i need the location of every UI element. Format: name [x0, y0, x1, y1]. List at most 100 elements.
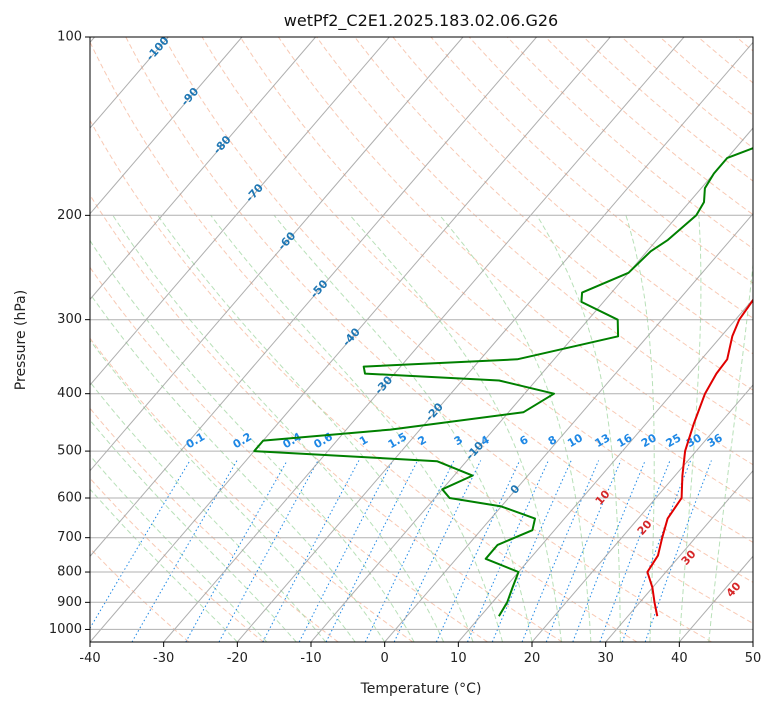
y-tick-label: 100 — [57, 30, 82, 45]
isotherm-line — [90, 37, 611, 642]
chart-title: wetPf2_C2E1.2025.183.02.06.G26 — [284, 11, 558, 31]
y-tick-label: 300 — [57, 312, 82, 327]
isotherm-line — [90, 37, 390, 386]
moist-adiabat-line — [678, 215, 702, 642]
dry-adiabat-line — [735, 37, 753, 52]
moist-adiabat-line — [90, 292, 386, 642]
x-axis-label: Temperature (°C) — [360, 681, 482, 697]
x-tick-label: 50 — [745, 651, 762, 666]
mixing-ratio-label: 3 — [452, 433, 465, 448]
x-tick-label: -30 — [153, 651, 174, 666]
y-tick-label: 500 — [57, 444, 82, 459]
moist-adiabat-line — [90, 488, 238, 642]
dry-adiabat-line — [239, 37, 753, 504]
dry-adiabat-line — [201, 37, 753, 543]
isotherm-line — [236, 41, 753, 642]
isotherm-line — [90, 37, 316, 301]
dry-adiabat-line — [90, 119, 638, 642]
isotherm-line — [384, 212, 753, 642]
isotherm-line — [90, 37, 537, 558]
isotherm-line — [90, 37, 464, 472]
dry-adiabat-line — [621, 37, 753, 149]
moist-adiabat-line — [439, 214, 592, 642]
moist-adiabat-line — [536, 215, 621, 642]
moist-adiabat-line — [157, 215, 474, 642]
y-tick-label: 400 — [57, 386, 82, 401]
isotherm-line — [310, 127, 753, 642]
mixing-ratio-label: 16 — [615, 431, 635, 450]
moist-adiabat-line — [349, 214, 562, 642]
dry-adiabat-line — [354, 37, 753, 391]
mixing-ratio-label: 0.2 — [231, 430, 254, 451]
mixing-ratio-line — [435, 460, 521, 642]
dry-adiabat-line — [468, 37, 753, 284]
mixing-ratio-label: 25 — [664, 431, 684, 450]
dry-adiabat-label: 10 — [593, 487, 613, 507]
mixing-ratio-label: 10 — [565, 431, 585, 450]
mixing-ratio-line — [90, 460, 191, 630]
mixing-ratio-label: 20 — [639, 431, 659, 450]
dry-adiabat-line — [90, 477, 264, 642]
plot-frame — [89, 36, 754, 643]
mixing-ratio-line — [131, 460, 238, 642]
mixing-ratio-line — [298, 460, 394, 642]
isotherm-line — [531, 384, 753, 642]
mixing-ratio-line — [521, 460, 600, 642]
x-tick-label: 30 — [597, 651, 614, 666]
y-tick-label: 900 — [57, 595, 82, 610]
isotherm-line — [457, 298, 753, 642]
x-tick-label: -20 — [227, 651, 248, 666]
dry-adiabat-line — [90, 194, 563, 642]
x-tick-label: 20 — [524, 651, 541, 666]
mixing-ratio-line — [218, 460, 319, 642]
mixing-ratio-line — [262, 460, 360, 642]
x-tick-label: 0 — [381, 651, 389, 666]
dewpoint-line — [253, 147, 753, 617]
moist-adiabat-line — [90, 419, 297, 642]
y-tick-label: 1000 — [49, 622, 82, 637]
background-lines — [90, 37, 753, 642]
moist-adiabat-line — [90, 454, 268, 642]
y-tick-label: 200 — [57, 208, 82, 223]
dry-adiabat-line — [392, 37, 753, 355]
mixing-ratio-line — [325, 460, 419, 642]
isotherm-line — [752, 641, 753, 642]
mixing-ratio-label: 8 — [546, 433, 559, 448]
dry-adiabat-label: 30 — [679, 547, 699, 567]
mixing-ratio-label: 36 — [705, 431, 725, 450]
dry-adiabat-line — [163, 37, 753, 583]
moist-adiabat-line — [90, 339, 356, 642]
x-tick-label: -40 — [79, 651, 100, 666]
dry-adiabat-line — [507, 37, 753, 250]
y-tick-label: 700 — [57, 530, 82, 545]
mixing-ratio-line — [185, 460, 288, 642]
temperature-line — [646, 298, 753, 617]
y-tick-label: 800 — [57, 565, 82, 580]
dry-adiabat-line — [90, 337, 414, 642]
axes: -40 -30 -20 -10 0 10 20 30 40 5010020030040050060… — [49, 30, 761, 667]
isotherm-line — [163, 37, 685, 642]
isotherm-line — [605, 469, 753, 642]
y-axis-label: Pressure (hPa) — [13, 290, 29, 390]
mixing-ratio-label: 1 — [357, 433, 370, 448]
moist-adiabat-line — [273, 214, 533, 642]
dry-adiabat-line — [545, 37, 753, 216]
moist-adiabat-line — [708, 260, 753, 642]
moist-adiabat-line — [112, 215, 445, 642]
moist-adiabat-line — [625, 215, 655, 642]
dry-adiabat-line — [90, 407, 339, 642]
dry-adiabat-label: 40 — [724, 579, 744, 599]
mixing-ratio-line — [572, 460, 646, 642]
x-tick-label: 10 — [450, 651, 467, 666]
mixing-ratio-line — [467, 460, 549, 642]
mixing-ratio-line — [393, 460, 482, 642]
profile-lines — [253, 147, 753, 617]
mixing-ratio-line — [364, 460, 455, 642]
dry-adiabat-line — [697, 37, 753, 84]
y-tick-label: 600 — [57, 491, 82, 506]
mixing-ratio-line — [621, 460, 692, 642]
dry-adiabat-line — [90, 40, 712, 642]
dry-adiabat-line — [125, 37, 753, 624]
mixing-ratio-label: 0.4 — [281, 430, 305, 451]
